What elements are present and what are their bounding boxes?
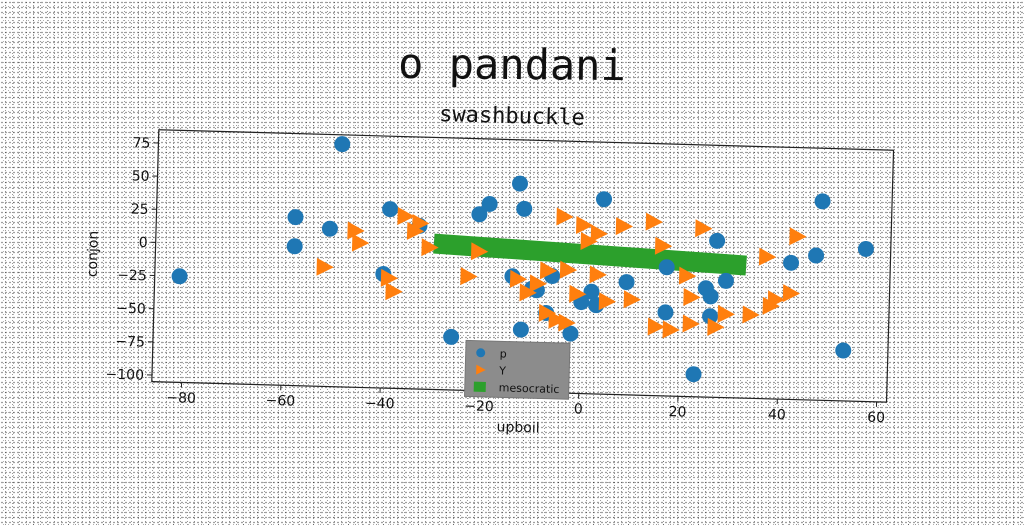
x-tick-label: 40 [768,407,786,423]
scatter-point-y [589,265,607,283]
scatter-point-y [646,213,664,231]
scatter-point-y [742,306,760,324]
scatter-point-y [616,217,634,235]
scatter-point-y [783,284,801,302]
x-tick-label: 60 [867,410,885,426]
y-tick-label: 75 [132,135,150,151]
scatter-point-p [783,255,799,271]
x-axis-label: upboil [496,419,539,436]
scatter-point-y [648,317,666,335]
scatter-point-p [286,238,302,254]
y-tick-label: 50 [131,168,149,184]
scatter-point-y [683,314,701,332]
legend-marker-mesocratic [474,382,486,392]
scatter-point-p [512,175,528,191]
scatter-point-p [618,274,634,290]
x-tick-label: −80 [166,390,196,407]
scatter-point-y [352,234,370,252]
scatter-point-y [662,321,680,339]
scatter-point-p [835,342,851,358]
y-tick-label: 25 [131,202,149,218]
scatter-point-p [322,220,338,236]
scatter-point-p [334,136,350,152]
y-tick-label: −25 [117,268,147,285]
scatter-point-y [385,282,403,300]
scatter-point-y [683,288,701,306]
scatter-point-p [516,201,532,217]
x-tick-label: −40 [365,396,395,413]
scatter-point-p [382,201,398,217]
scatter-point-p [513,321,529,337]
scatter-point-p [718,273,734,289]
scatter-point-y [460,267,478,285]
scatter-point-y [789,227,807,245]
scatter-point-y [556,207,574,225]
scatter-point-p [808,247,824,263]
scatter-point-p [858,241,874,257]
y-axis-label: conjon [85,230,102,277]
scatter-point-y [718,305,736,323]
x-tick-label: 20 [668,404,686,420]
scatter-point-y [599,292,617,310]
scatter-point-y [624,290,642,308]
legend-label: mesocratic [499,381,560,396]
scatter-point-y [576,216,594,234]
y-tick-label: −50 [116,301,146,318]
legend-label: p [500,347,507,360]
scatter-point-p [443,329,459,345]
scatter-point-p [657,304,673,320]
x-tick-label: 0 [574,401,583,417]
scatter-point-p [171,268,187,284]
scatter-point-p [287,209,303,225]
y-tick-label: −100 [105,367,144,384]
legend-label: Y [498,364,506,377]
x-tick-label: −20 [464,398,494,415]
scatter-point-p [685,366,701,382]
scatter-point-p [814,193,830,209]
scatter-point-y [695,219,713,237]
scatter-point-y [316,258,334,276]
scatter-point-y [591,224,609,242]
y-axis: −100 −75 −50 −25 0 25 50 75 [105,135,158,384]
scatter-point-y [759,248,777,266]
scatter-point-p [596,191,612,207]
x-tick-label: −60 [265,393,295,410]
y-tick-label: 0 [139,235,148,251]
y-tick-label: −75 [115,334,145,351]
scatter-point-p [709,233,725,249]
